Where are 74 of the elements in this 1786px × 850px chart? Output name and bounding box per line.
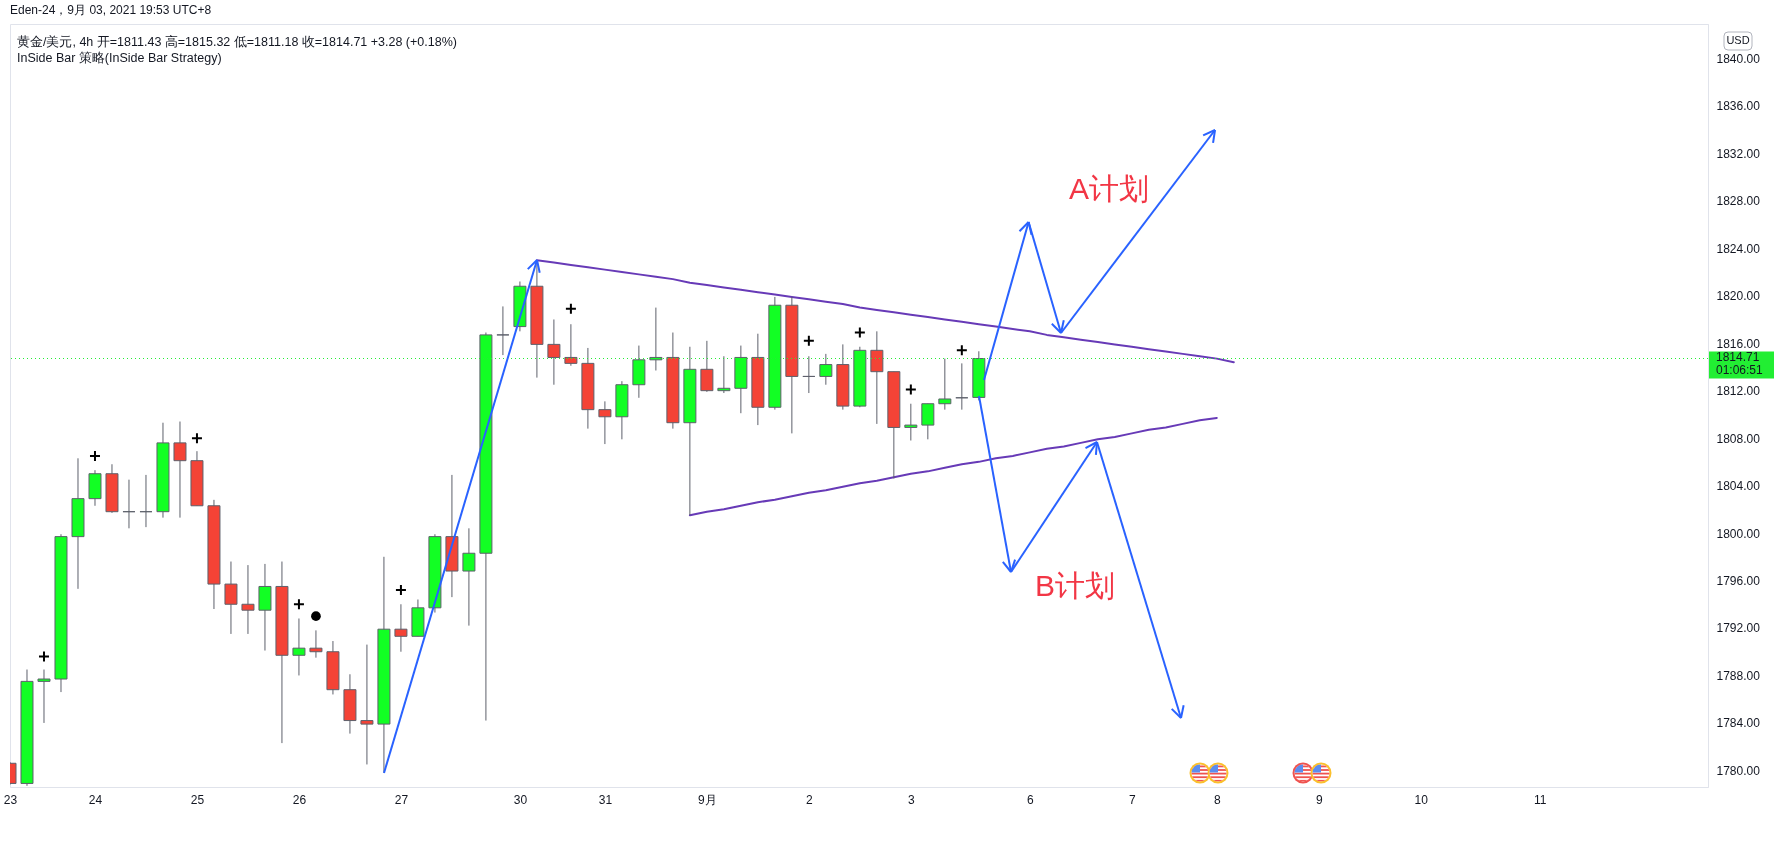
candlestick [802, 355, 816, 394]
x-tick-label: 11 [1534, 792, 1547, 807]
candlestick [394, 603, 408, 653]
x-tick-label: 10 [1414, 792, 1429, 807]
candlestick [37, 669, 51, 724]
candlestick [224, 561, 238, 635]
y-tick-label: 1792.00 [1716, 621, 1761, 636]
line-series [688, 416, 1218, 517]
y-tick-label: 1816.00 [1716, 336, 1761, 351]
candlestick [649, 307, 663, 371]
candlestick [309, 629, 323, 659]
y-tick-label: 1824.00 [1716, 241, 1761, 256]
candlestick [870, 330, 884, 425]
candlestick [139, 474, 153, 528]
candlestick [904, 403, 918, 442]
y-tick-label: 1780.00 [1716, 763, 1761, 778]
x-tick-label: 7 [1128, 792, 1136, 807]
y-tick-label: 1840.00 [1716, 51, 1761, 66]
candlestick [717, 355, 731, 394]
point [955, 344, 968, 357]
candlestick [462, 527, 476, 627]
x-tick-label: 9月 [698, 792, 717, 807]
candlestick [360, 644, 374, 765]
candlestick [241, 564, 255, 635]
candlestick [955, 362, 969, 411]
candlestick [173, 421, 187, 519]
text: Eden-24，9月 03, 2021 19:53 UTC+8 [10, 3, 212, 17]
candlestick [598, 400, 612, 445]
candlestick [496, 305, 510, 356]
y-tick-label: 1836.00 [1716, 99, 1761, 114]
y-tick-label: 1820.00 [1716, 289, 1761, 304]
point [564, 302, 577, 315]
x-tick-label: 3 [908, 792, 915, 807]
y-tick-label: 1796.00 [1716, 574, 1761, 589]
x-tick-label: 27 [394, 792, 409, 807]
ref-line-label: 1814.71 01:06:51 [1716, 350, 1764, 378]
candlestick [292, 618, 306, 676]
x-tick-label: 8 [1213, 792, 1221, 807]
candlestick [921, 403, 935, 440]
candlestick [938, 358, 952, 411]
x-tick-label: 24 [88, 792, 103, 807]
text: 黄金/美元, 4h 开=1811.43 高=1815.32 低=1811.18 收=1814.71 +3.28 (+0.18%) [17, 34, 457, 49]
point [853, 326, 866, 339]
x-tick-label: 2 [806, 792, 814, 807]
x-tick-label: 23 [3, 792, 18, 807]
candlestick [564, 323, 578, 367]
y-tick-label: 1784.00 [1716, 716, 1761, 731]
x-tick-label: 9 [1315, 792, 1323, 807]
candlestick [700, 340, 714, 393]
y-tick-label: 1788.00 [1716, 668, 1761, 683]
x-tick-label: 6 [1026, 792, 1034, 807]
annotation: A计划 [1068, 172, 1150, 205]
point [292, 598, 305, 611]
y-axis-title: USD [1726, 34, 1750, 46]
annotation: B计划 [1034, 569, 1116, 602]
y-tick-label: 1812.00 [1716, 384, 1761, 399]
candlestick [122, 479, 136, 529]
candlestick [819, 353, 833, 386]
y-tick-label: 1808.00 [1716, 431, 1761, 446]
y-tick-label: 1828.00 [1716, 194, 1761, 209]
x-tick-label: 26 [292, 792, 307, 807]
y-tick-label: 1832.00 [1716, 146, 1761, 161]
x-tick-label: 31 [598, 792, 613, 807]
candlestick [258, 563, 272, 652]
text: InSide Bar 策略(InSide Bar Strategy) [17, 51, 222, 65]
point [904, 383, 917, 396]
point [311, 611, 321, 621]
y-tick-label: 1804.00 [1716, 479, 1761, 494]
y-tick-label: 1800.00 [1716, 526, 1761, 541]
point [190, 432, 203, 445]
x-tick-label: 25 [190, 792, 205, 807]
x-tick-label: 30 [513, 792, 528, 807]
candlestick [547, 318, 561, 386]
point [802, 334, 815, 347]
